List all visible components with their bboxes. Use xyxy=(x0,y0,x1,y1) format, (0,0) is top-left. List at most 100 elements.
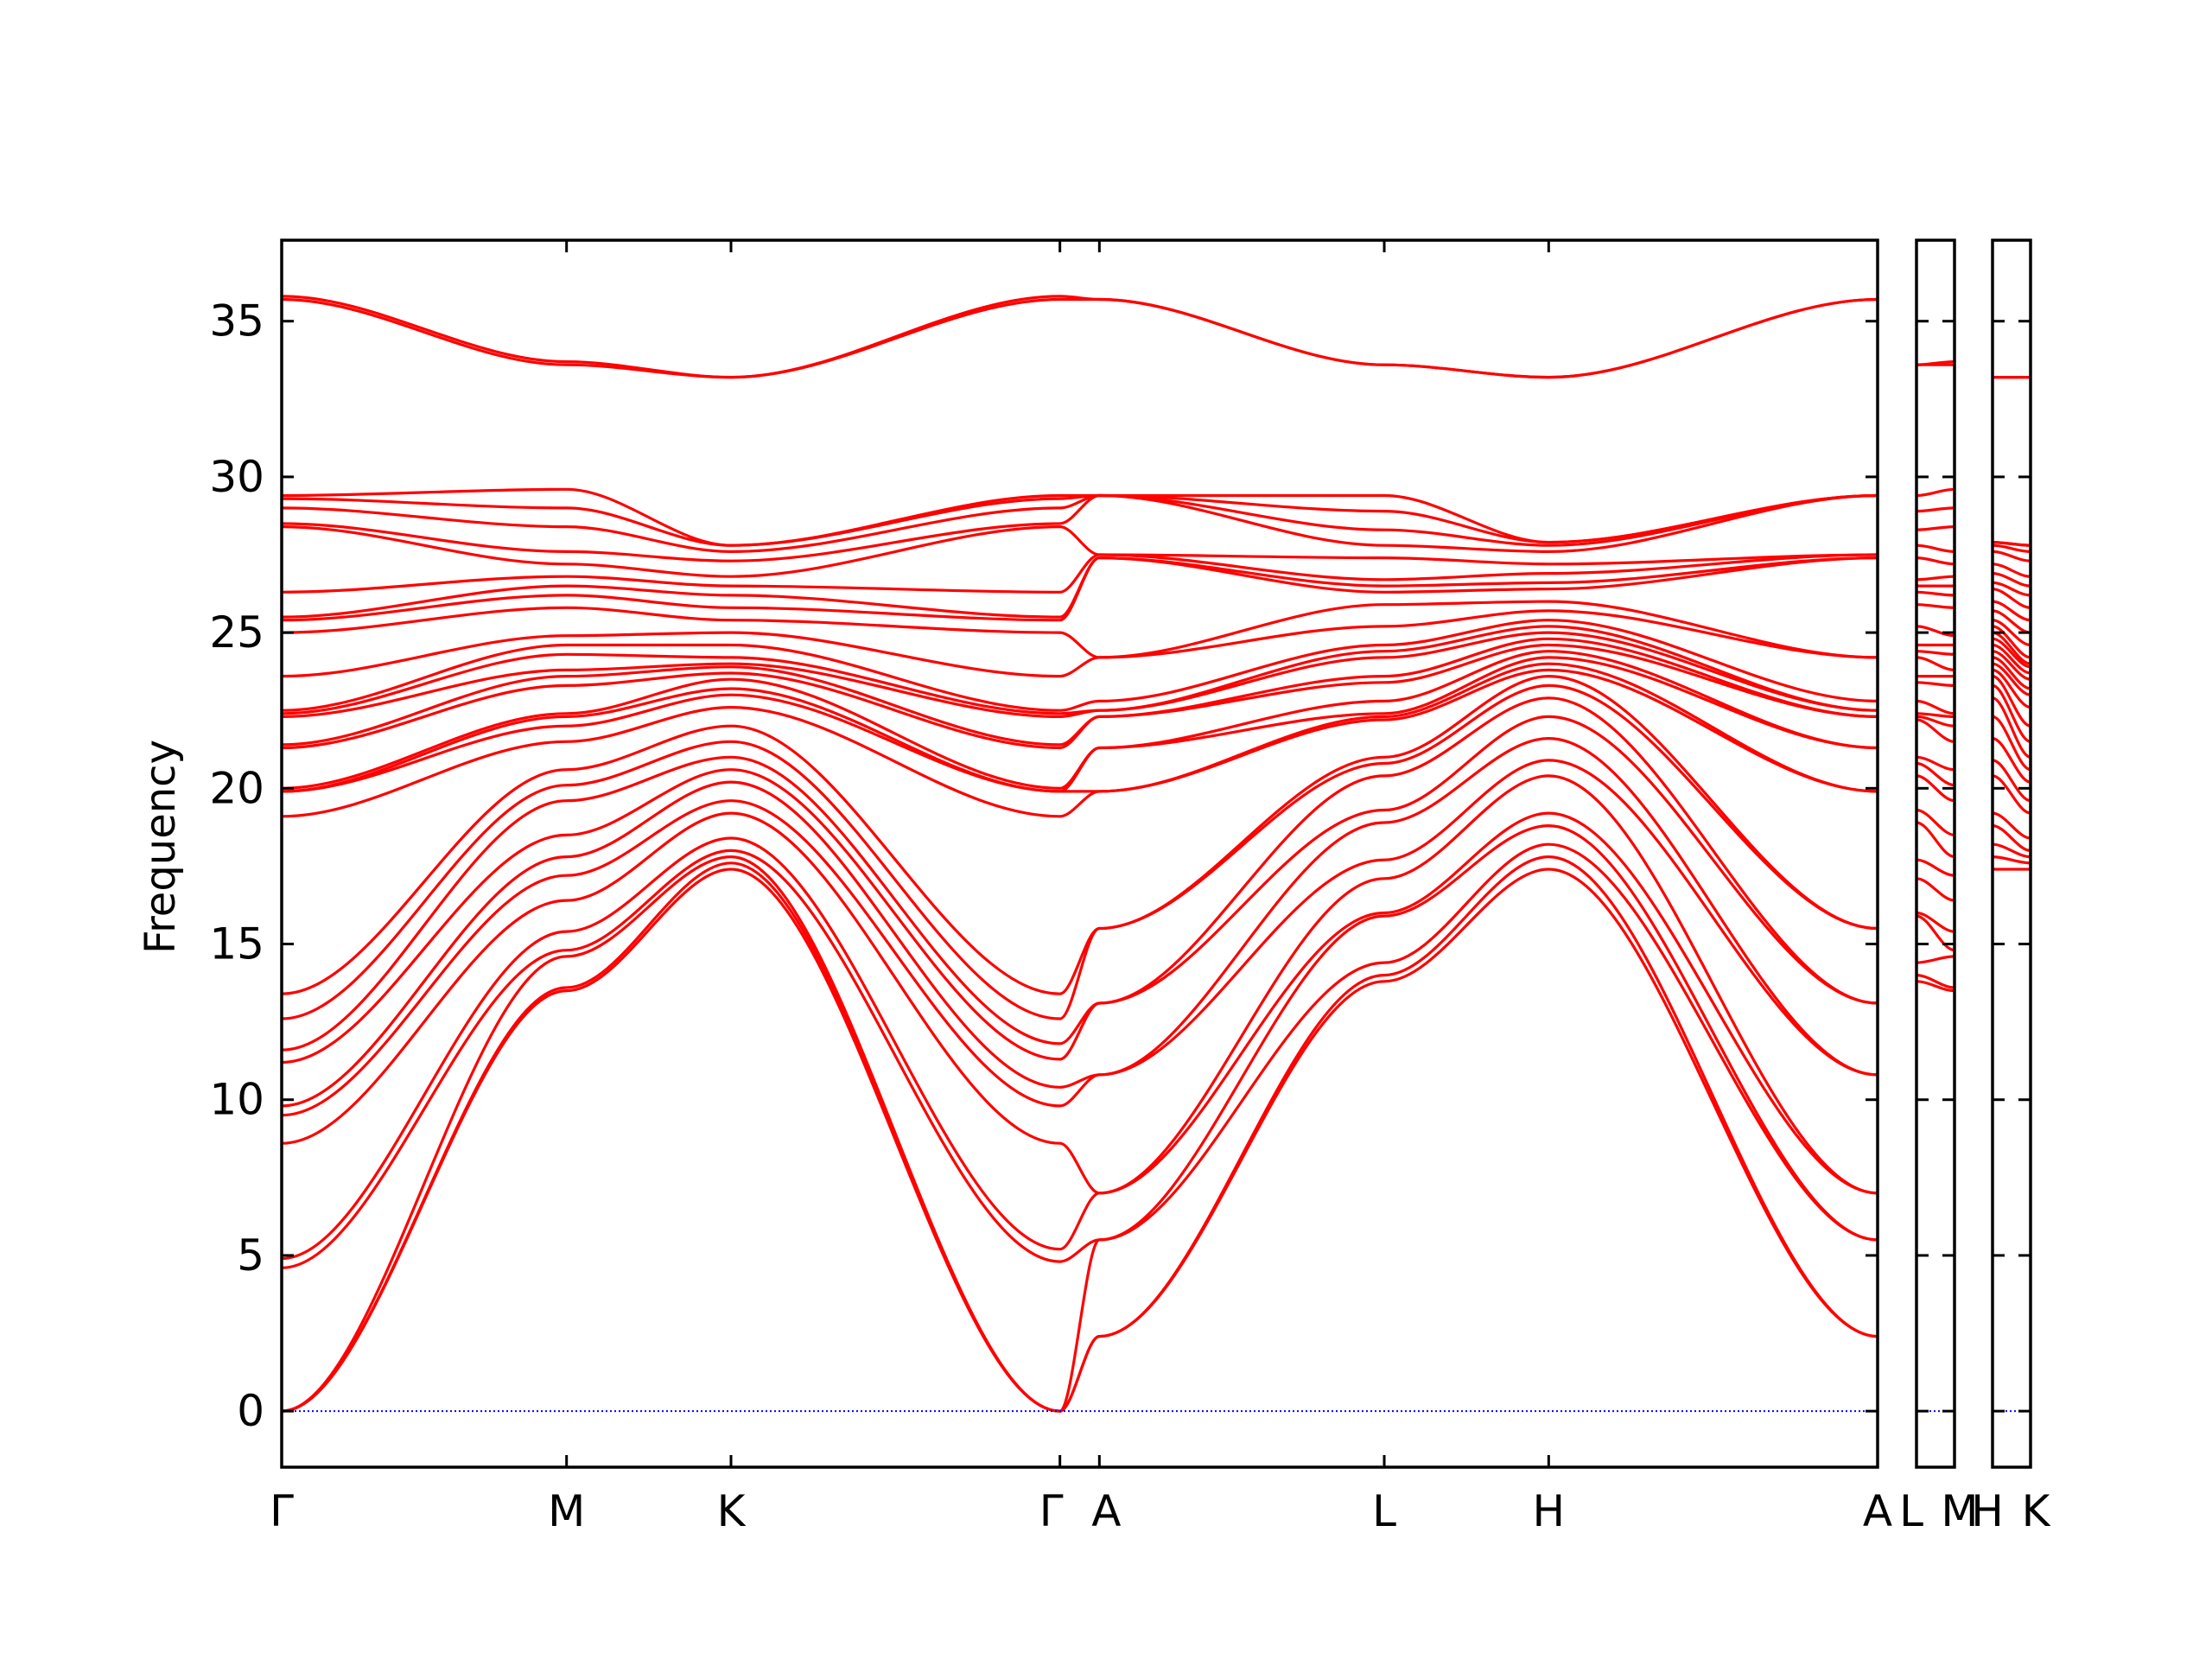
band-0-2 xyxy=(281,842,1878,1413)
band-1-30 xyxy=(1916,487,1955,498)
band-1-26 xyxy=(1916,556,1955,566)
y-tick-label-6: 30 xyxy=(209,452,264,502)
x-tick-label-0-1: M xyxy=(548,1486,585,1536)
band-1-25 xyxy=(1916,575,1955,582)
band-0-10 xyxy=(281,683,1878,1020)
band-1-18 xyxy=(1916,656,1955,671)
x-tick-label-2-1: K xyxy=(2022,1486,2051,1536)
band-1-0 xyxy=(1916,980,1955,993)
x-tick-label-0-0: Γ xyxy=(270,1486,294,1536)
band-1-21 xyxy=(1916,625,1955,638)
band-2-27 xyxy=(1992,550,2031,563)
band-2-6 xyxy=(1992,759,2031,803)
band-2-24 xyxy=(1992,581,2031,597)
x-tick-label-0-2: K xyxy=(717,1486,747,1536)
panel-frame-0 xyxy=(280,238,1879,1469)
band-1-3 xyxy=(1916,914,1955,952)
band-1-1 xyxy=(1916,974,1955,989)
band-0-26 xyxy=(281,525,1878,578)
band-1-12 xyxy=(1916,718,1955,743)
band-2-4 xyxy=(1992,811,2031,840)
y-tick-label-2: 10 xyxy=(209,1075,264,1125)
band-0-25 xyxy=(281,553,1878,594)
band-0-7 xyxy=(281,737,1878,1108)
band-2-1 xyxy=(1992,855,2031,865)
y-tick-label-3: 15 xyxy=(209,919,264,969)
band-1-13 xyxy=(1916,715,1955,728)
band-1-32 xyxy=(1916,360,1955,366)
band-0-19 xyxy=(281,625,1878,715)
x-tick-label-1-0: L xyxy=(1899,1486,1923,1536)
band-1-28 xyxy=(1916,525,1955,531)
band-0-9 xyxy=(281,696,1878,1052)
band-2-13 xyxy=(1992,662,2031,696)
band-2-16 xyxy=(1992,643,2031,675)
band-1-11 xyxy=(1916,755,1955,772)
band-0-1 xyxy=(281,855,1878,1413)
band-1-8 xyxy=(1916,808,1955,836)
x-tick-label-0-6: H xyxy=(1533,1486,1566,1536)
band-1-10 xyxy=(1916,761,1955,787)
y-tick-label-0: 0 xyxy=(237,1386,264,1436)
band-1-22 xyxy=(1916,603,1955,609)
band-1-29 xyxy=(1916,506,1955,513)
band-1-27 xyxy=(1916,543,1955,553)
band-1-15 xyxy=(1916,699,1955,715)
panel-frame-2 xyxy=(1991,238,2032,1469)
x-tick-label-1-1: M xyxy=(1941,1486,1978,1536)
band-0-31 xyxy=(281,297,1878,379)
band-0-6 xyxy=(281,759,1878,1117)
band-0-20 xyxy=(281,619,1878,712)
x-tick-label-0-5: L xyxy=(1372,1486,1396,1536)
x-tick-label-0-4: A xyxy=(1091,1486,1121,1536)
band-2-28 xyxy=(1992,543,2031,553)
band-2-5 xyxy=(1992,774,2031,815)
band-0-32 xyxy=(281,295,1878,379)
x-tick-label-0-3: Γ xyxy=(1039,1486,1064,1536)
band-2-23 xyxy=(1992,588,2031,609)
band-1-6 xyxy=(1916,858,1955,877)
band-2-14 xyxy=(1992,656,2031,690)
band-0-30 xyxy=(281,487,1878,547)
band-0-21 xyxy=(281,609,1878,678)
band-2-22 xyxy=(1992,600,2031,622)
band-2-2 xyxy=(1992,842,2031,859)
band-2-11 xyxy=(1992,675,2031,728)
plot-frames xyxy=(280,238,2032,1469)
band-0-12 xyxy=(281,668,1878,818)
band-2-26 xyxy=(1992,563,2031,578)
band-0-17 xyxy=(281,637,1878,747)
band-1-19 xyxy=(1916,650,1955,656)
y-tick-label-1: 5 xyxy=(237,1230,264,1281)
band-0-27 xyxy=(281,493,1878,563)
band-2-10 xyxy=(1992,683,2031,743)
x-tick-label-0-7: A xyxy=(1863,1486,1892,1536)
band-2-19 xyxy=(1992,625,2031,659)
band-1-14 xyxy=(1916,712,1955,718)
band-2-15 xyxy=(1992,650,2031,681)
x-tick-label-2-0: H xyxy=(1971,1486,2004,1536)
ticks xyxy=(282,240,2031,1467)
band-2-12 xyxy=(1992,668,2031,709)
band-0-15 xyxy=(281,650,1878,790)
band-1-9 xyxy=(1916,774,1955,803)
band-1-23 xyxy=(1916,590,1955,597)
band-2-17 xyxy=(1992,637,2031,669)
band-2-30 xyxy=(1992,541,2031,547)
band-2-9 xyxy=(1992,696,2031,759)
band-1-5 xyxy=(1916,877,1955,902)
band-lines xyxy=(281,295,2031,1413)
band-2-8 xyxy=(1992,715,2031,772)
band-2-7 xyxy=(1992,737,2031,784)
band-2-3 xyxy=(1992,824,2031,852)
band-0-4 xyxy=(281,811,1878,1261)
band-0-14 xyxy=(281,656,1878,793)
band-0-24 xyxy=(281,556,1878,619)
band-1-2 xyxy=(1916,955,1955,964)
band-0-3 xyxy=(281,824,1878,1269)
y-tick-label-5: 25 xyxy=(209,607,264,658)
band-2-20 xyxy=(1992,619,2031,647)
y-tick-label-7: 35 xyxy=(209,296,264,346)
